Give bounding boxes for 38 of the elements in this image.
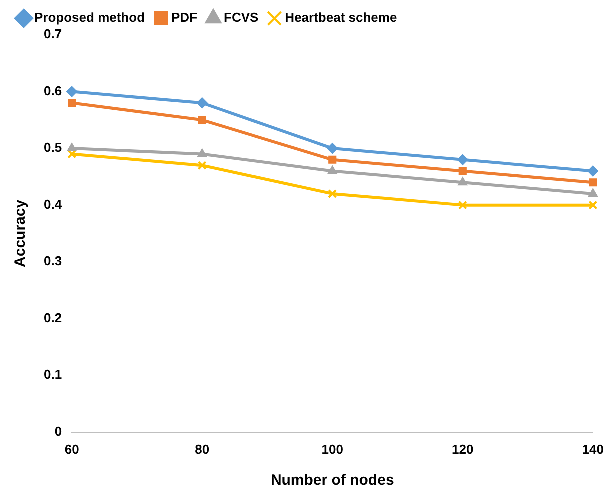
y-tick-label: 0.1 [44,367,62,382]
x-tick-label: 100 [322,442,344,457]
point [588,200,598,210]
y-tick-label: 0.5 [44,140,62,156]
y-tick-label: 0.2 [44,310,62,326]
y-tick-label: 0.6 [44,83,62,98]
point [588,188,598,197]
legend-label: FCVS [224,10,260,26]
point [458,177,468,186]
x-tick-label: 80 [195,442,210,457]
y-tick-label: 0.7 [44,26,62,42]
x-tick-label: 60 [64,442,80,457]
point [458,167,467,176]
point [68,99,76,108]
point [328,189,338,198]
x-tick-label: 120 [452,442,474,457]
y-tick-label: 0 [54,424,62,439]
legend-label: PDF [172,10,198,26]
y-tick-label: 0.4 [44,196,63,212]
legend-label: Proposed method [34,10,146,26]
x-tick-label: 140 [582,442,604,457]
point [67,143,77,152]
point [198,148,208,158]
y-axis-title: Accuracy [12,199,30,268]
y-tick-label: 0.3 [44,254,62,269]
point [328,156,337,164]
legend-label: Heartbeat scheme [285,10,398,26]
point [66,86,78,98]
point [457,154,468,166]
point [196,98,208,109]
point [458,200,468,210]
point [589,178,598,187]
point [327,143,338,154]
point [198,116,206,124]
x-axis-title: Number of nodes [270,472,394,490]
point [198,161,207,170]
point [328,166,338,174]
point [588,166,599,177]
